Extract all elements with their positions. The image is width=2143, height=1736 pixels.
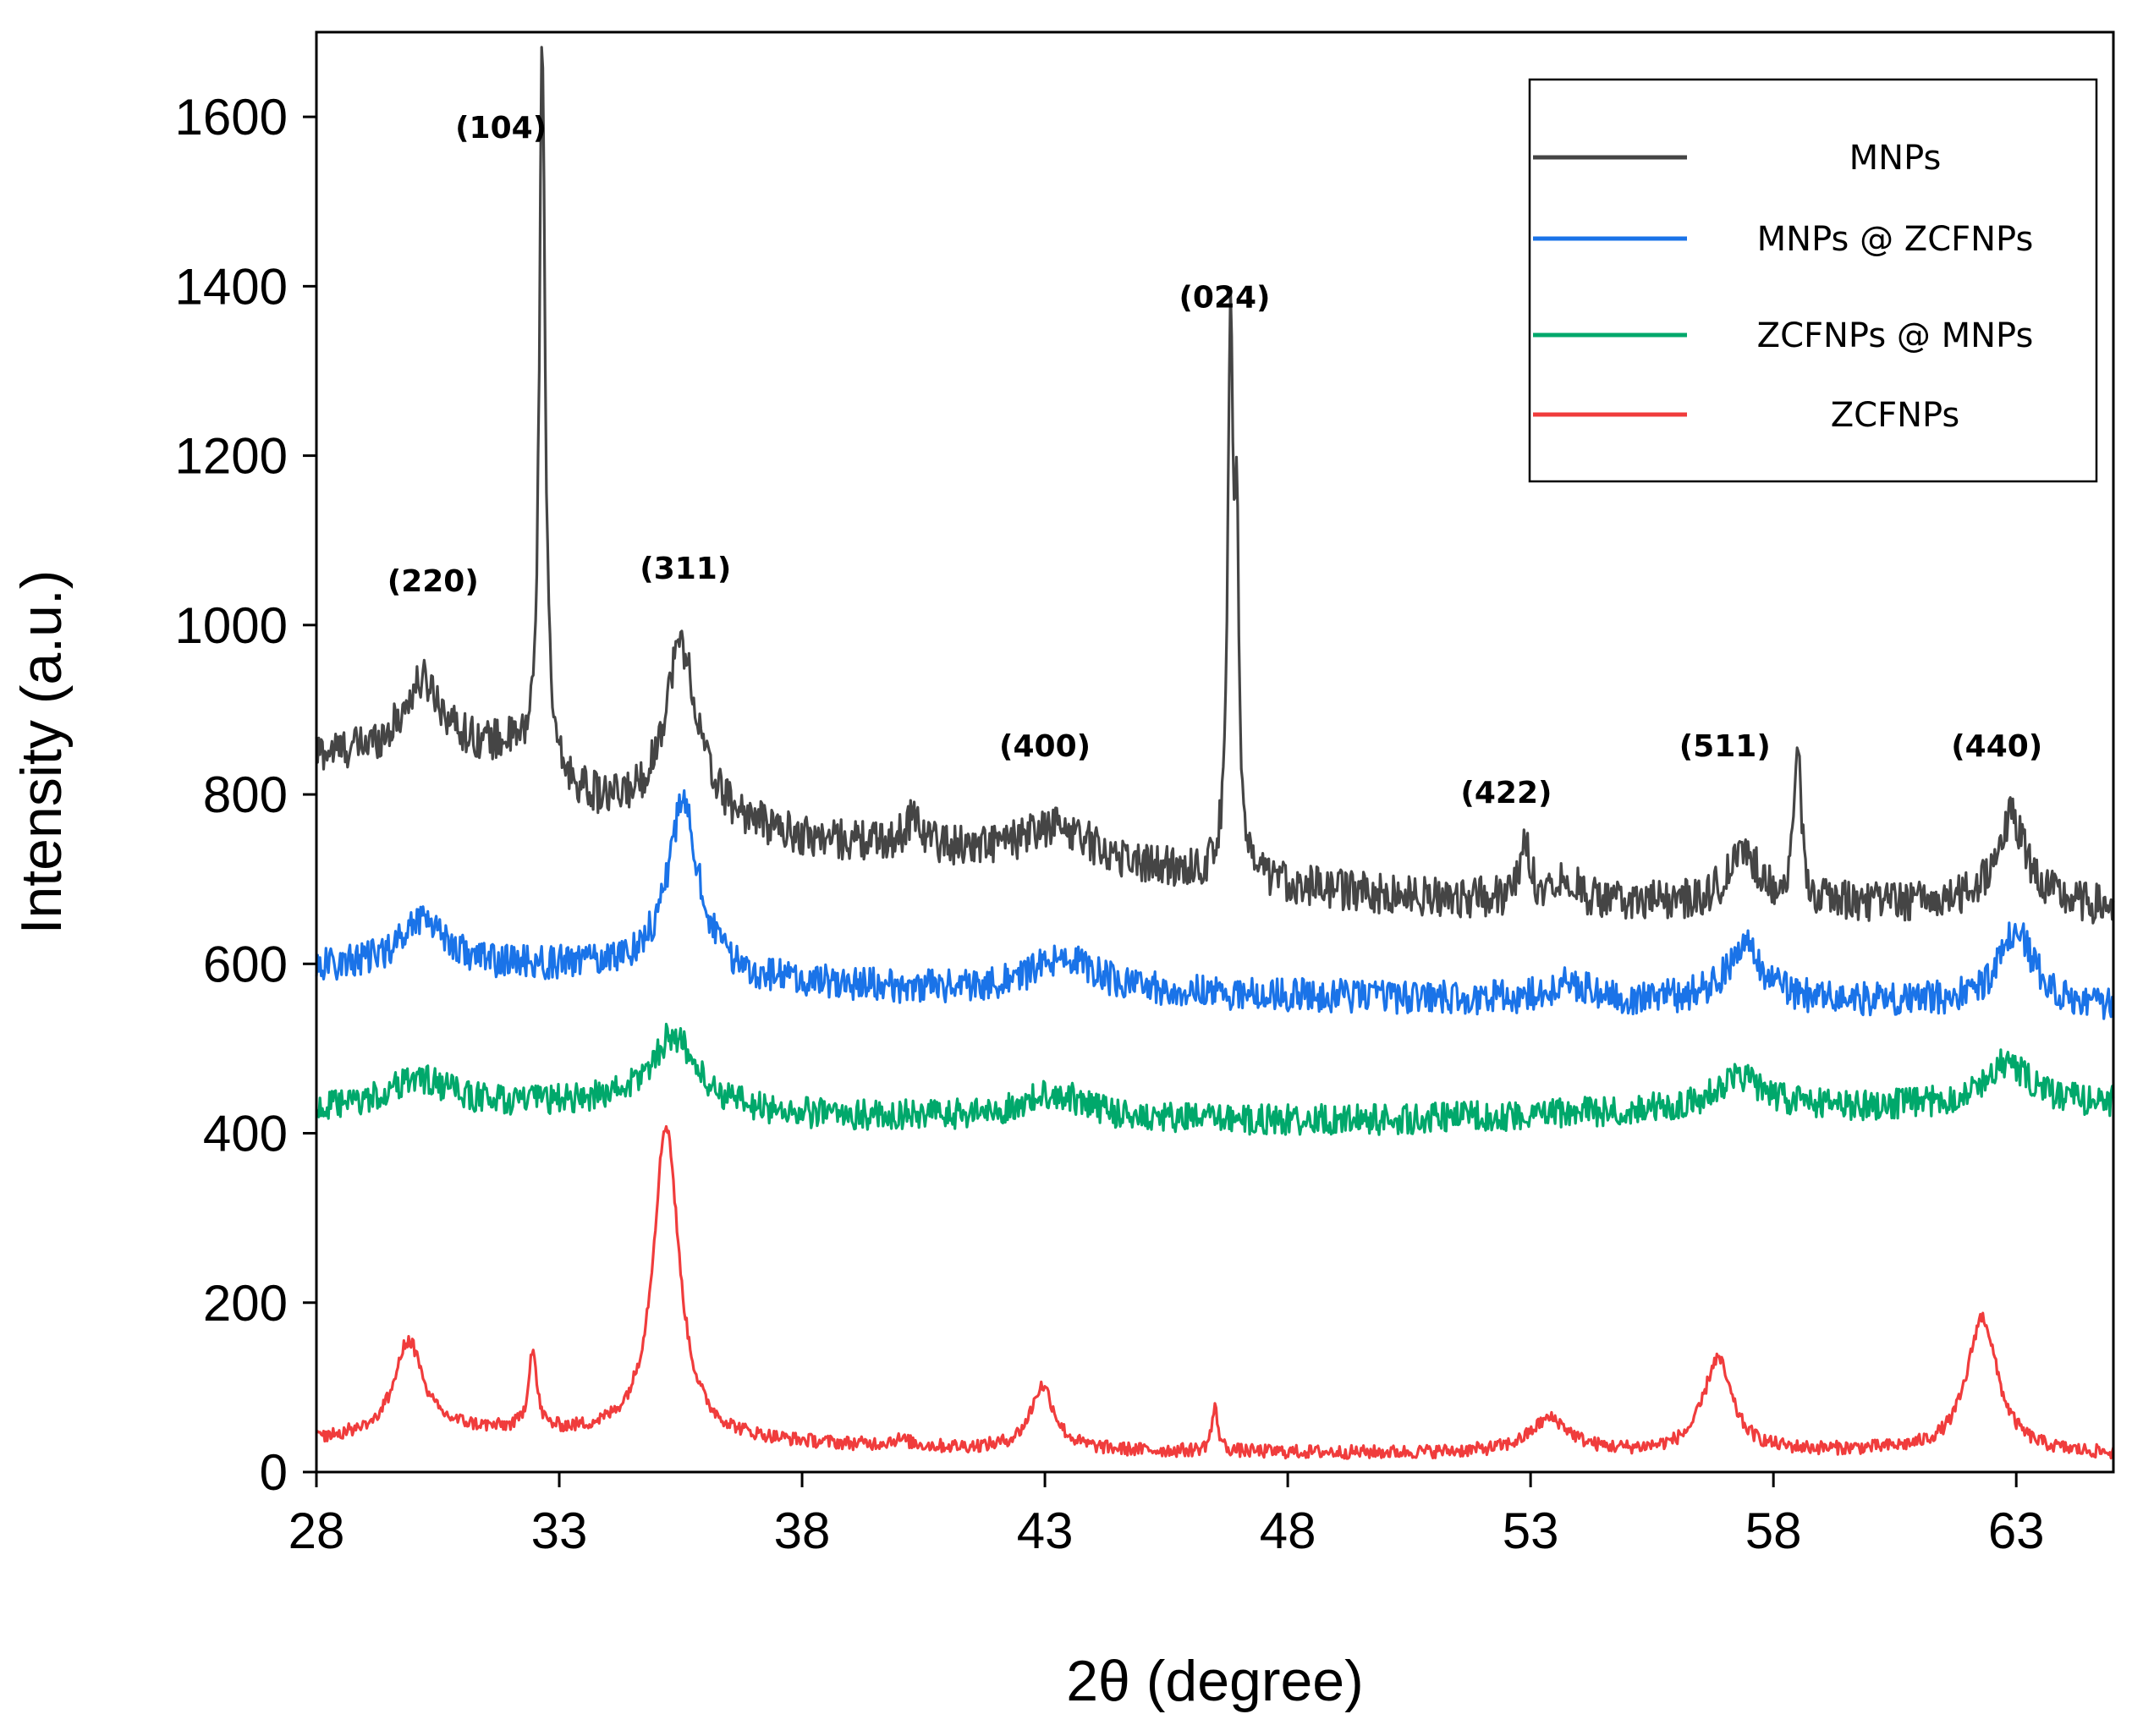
legend-box — [1528, 78, 2098, 483]
x-axis-ticks: 28 33 38 43 48 53 58 63 — [288, 1472, 2045, 1559]
peak-label: (440) — [1951, 729, 2042, 764]
x-tick-label: 53 — [1503, 1503, 1559, 1559]
x-tick-label: 38 — [774, 1503, 831, 1559]
y-tick-label: 600 — [203, 936, 288, 992]
y-tick-label: 1400 — [175, 258, 288, 315]
x-tick-label: 28 — [288, 1503, 345, 1559]
y-tick-label: 400 — [203, 1106, 288, 1162]
y-axis-title: Intensity (a.u.) — [9, 570, 74, 935]
legend-label-mnps: MNPs — [1849, 139, 1942, 178]
x-tick-label: 48 — [1260, 1503, 1316, 1559]
peak-label: (104) — [455, 111, 547, 146]
peak-label: (220) — [387, 564, 479, 599]
y-tick-label: 0 — [260, 1444, 288, 1501]
plot-frame — [315, 30, 2115, 1474]
y-tick-label: 200 — [203, 1275, 288, 1332]
legend: MNPs MNPs @ ZCFNPs ZCFNPs @ MNPs ZCFNPs — [1528, 78, 2098, 483]
y-tick-label: 800 — [203, 766, 288, 823]
x-tick-label: 33 — [531, 1503, 588, 1559]
x-axis-title: 2θ (degree) — [1066, 1649, 1364, 1713]
series-layer — [315, 46, 2115, 1460]
y-tick-label: 1000 — [175, 597, 288, 654]
legend-label-zcfnps-mnps: ZCFNPs @ MNPs — [1757, 316, 2034, 355]
peak-label: (400) — [999, 729, 1091, 764]
y-axis-ticks: 0 200 400 600 800 1000 1200 1400 1600 — [175, 89, 316, 1501]
y-tick-label: 1600 — [175, 89, 288, 146]
x-tick-label: 58 — [1745, 1503, 1802, 1559]
y-tick-label: 1200 — [175, 428, 288, 485]
legend-label-zcfnps: ZCFNPs — [1831, 396, 1960, 435]
series-line-zcfnps — [315, 1124, 2115, 1460]
x-tick-label: 63 — [1988, 1503, 2045, 1559]
legend-label-mnps-zcfnps: MNPs @ ZCFNPs — [1757, 220, 2034, 259]
peak-label: (024) — [1179, 280, 1270, 315]
x-tick-label: 43 — [1017, 1503, 1074, 1559]
peak-label: (511) — [1679, 729, 1771, 764]
series-line-mnps — [315, 46, 2115, 925]
series-line-zcfnps-mnps — [315, 1022, 2115, 1136]
series-line-mnps-zcfnps — [315, 788, 2115, 1020]
peak-annotations: (104) (220) (311) (024) (400) (422) (511) (440) — [387, 111, 2043, 810]
peak-label: (311) — [640, 552, 731, 586]
peak-label: (422) — [1460, 776, 1552, 810]
